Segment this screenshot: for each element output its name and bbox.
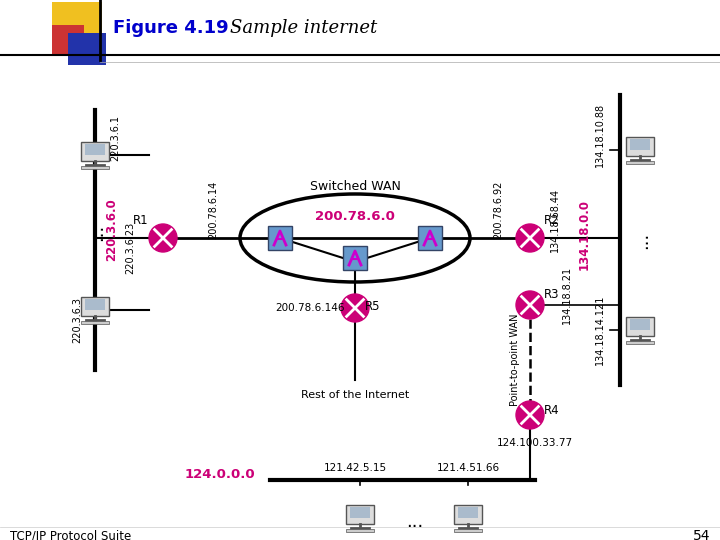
- Text: TCP/IP Protocol Suite: TCP/IP Protocol Suite: [10, 530, 131, 540]
- Text: 121.4.51.66: 121.4.51.66: [436, 463, 500, 473]
- Text: 134.18.14.121: 134.18.14.121: [595, 295, 605, 365]
- Text: Point-to-point WAN: Point-to-point WAN: [510, 314, 520, 406]
- Text: 200.78.6.14: 200.78.6.14: [208, 181, 218, 239]
- Text: 121.42.5.15: 121.42.5.15: [323, 463, 387, 473]
- Text: R2: R2: [544, 213, 560, 226]
- Circle shape: [149, 224, 177, 252]
- Text: R5: R5: [365, 300, 381, 313]
- Bar: [626, 341, 654, 343]
- Text: 220.3.6.3: 220.3.6.3: [72, 297, 82, 343]
- Circle shape: [516, 224, 544, 252]
- Text: R1: R1: [133, 213, 149, 226]
- Bar: [68, 33, 106, 65]
- Bar: [630, 319, 650, 330]
- Text: 220.3.6.0: 220.3.6.0: [106, 199, 119, 261]
- Text: R3: R3: [544, 288, 559, 301]
- Bar: [81, 297, 109, 315]
- Text: 134.18.10.88: 134.18.10.88: [595, 103, 605, 167]
- Text: 134.18.8.21: 134.18.8.21: [562, 266, 572, 324]
- Text: Switched WAN: Switched WAN: [310, 179, 400, 192]
- Circle shape: [516, 401, 544, 429]
- Bar: [81, 321, 109, 323]
- Bar: [626, 137, 654, 156]
- Text: 54: 54: [693, 529, 710, 540]
- Bar: [85, 144, 105, 155]
- Text: 124.100.33.77: 124.100.33.77: [497, 438, 573, 448]
- Bar: [458, 507, 478, 518]
- Bar: [346, 529, 374, 531]
- Bar: [418, 226, 442, 250]
- Text: R4: R4: [544, 403, 560, 416]
- Text: ...: ...: [88, 224, 106, 241]
- Text: 220.3.6.23: 220.3.6.23: [125, 222, 135, 274]
- Circle shape: [516, 291, 544, 319]
- Text: 200.78.6.146: 200.78.6.146: [275, 303, 345, 313]
- Text: Figure 4.19: Figure 4.19: [113, 19, 229, 37]
- Bar: [630, 139, 650, 150]
- Text: 124.0.0.0: 124.0.0.0: [185, 469, 256, 482]
- Bar: [626, 317, 654, 336]
- Text: 220.3.6.1: 220.3.6.1: [110, 115, 120, 161]
- Bar: [268, 226, 292, 250]
- Text: Sample internet: Sample internet: [230, 19, 377, 37]
- Bar: [454, 505, 482, 524]
- Bar: [85, 299, 105, 310]
- Text: 134.18.0.0: 134.18.0.0: [577, 199, 590, 271]
- Bar: [350, 507, 370, 518]
- Text: ...: ...: [406, 513, 423, 531]
- Bar: [343, 246, 367, 270]
- Text: ...: ...: [633, 231, 651, 248]
- Bar: [454, 529, 482, 531]
- Text: 200.78.6.0: 200.78.6.0: [315, 210, 395, 222]
- Text: Rest of the Internet: Rest of the Internet: [301, 390, 409, 400]
- Bar: [81, 142, 109, 160]
- Circle shape: [341, 294, 369, 322]
- Bar: [81, 166, 109, 168]
- Bar: [626, 161, 654, 164]
- Bar: [346, 505, 374, 524]
- Text: 134.18.68.44: 134.18.68.44: [550, 188, 560, 252]
- Bar: [52, 25, 84, 55]
- Bar: [52, 2, 102, 44]
- Text: 200.78.6.92: 200.78.6.92: [493, 181, 503, 239]
